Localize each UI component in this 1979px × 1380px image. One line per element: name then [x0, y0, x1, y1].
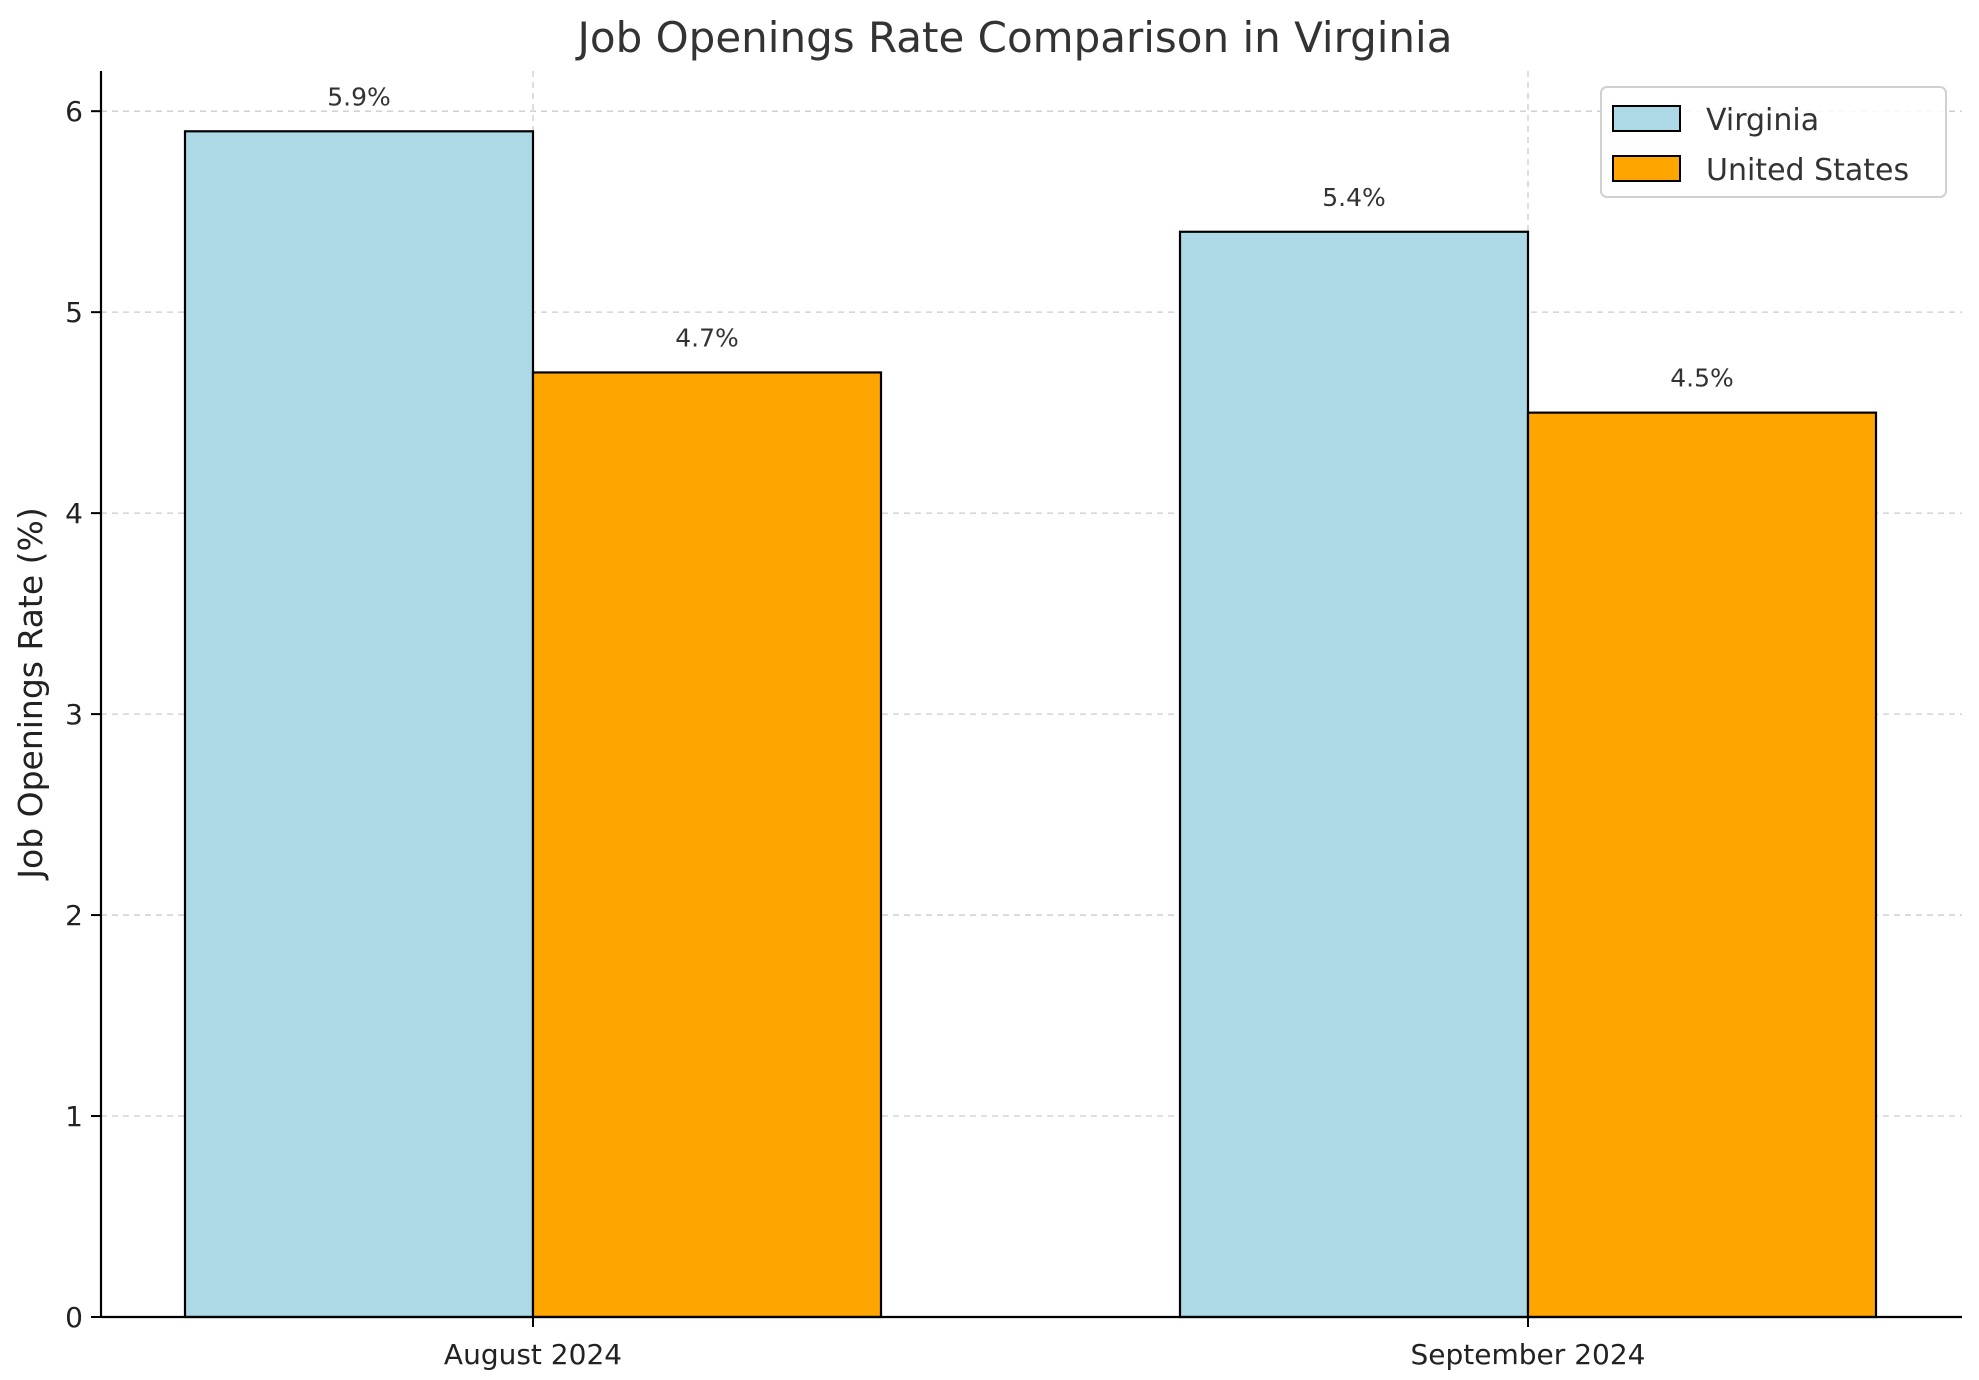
chart-title: Job Openings Rate Comparison in Virginia	[575, 13, 1453, 62]
bars	[183, 130, 1878, 1319]
axes: 0 1 2 3 4 5 6 August 2024 September 2024	[65, 71, 1962, 1371]
data-label-united-states-1: 4.5%	[1670, 364, 1734, 393]
legend-swatch-0	[1612, 105, 1681, 132]
y-tick-label-5: 5	[65, 296, 83, 329]
data-label-virginia-0: 5.9%	[327, 82, 391, 111]
legend: Virginia United States	[1600, 86, 1947, 198]
y-tick-label-3: 3	[65, 698, 83, 731]
bar-united-states-1	[1526, 411, 1878, 1319]
bar-virginia-1	[1178, 230, 1530, 1319]
legend-label-0: Virginia	[1706, 103, 1819, 138]
legend-label-1: United States	[1706, 153, 1909, 188]
y-tick-label-0: 0	[65, 1301, 83, 1334]
data-label-virginia-1: 5.4%	[1322, 183, 1386, 212]
y-axis-label: Job Openings Rate (%)	[11, 507, 50, 880]
x-tick-label-0: August 2024	[444, 1338, 622, 1371]
y-tick-label-1: 1	[65, 1100, 83, 1133]
bar-virginia-0	[183, 130, 535, 1319]
y-tick-label-4: 4	[65, 497, 83, 530]
y-tick-label-2: 2	[65, 899, 83, 932]
bar-united-states-0	[531, 371, 883, 1319]
y-tick-label-6: 6	[65, 95, 83, 128]
legend-swatch-1	[1612, 155, 1681, 182]
legend-box	[1600, 86, 1947, 198]
x-tick-label-1: September 2024	[1411, 1338, 1646, 1371]
data-label-united-states-0: 4.7%	[675, 323, 739, 352]
data-labels: 5.9% 5.4% 4.7% 4.5%	[327, 82, 1734, 392]
